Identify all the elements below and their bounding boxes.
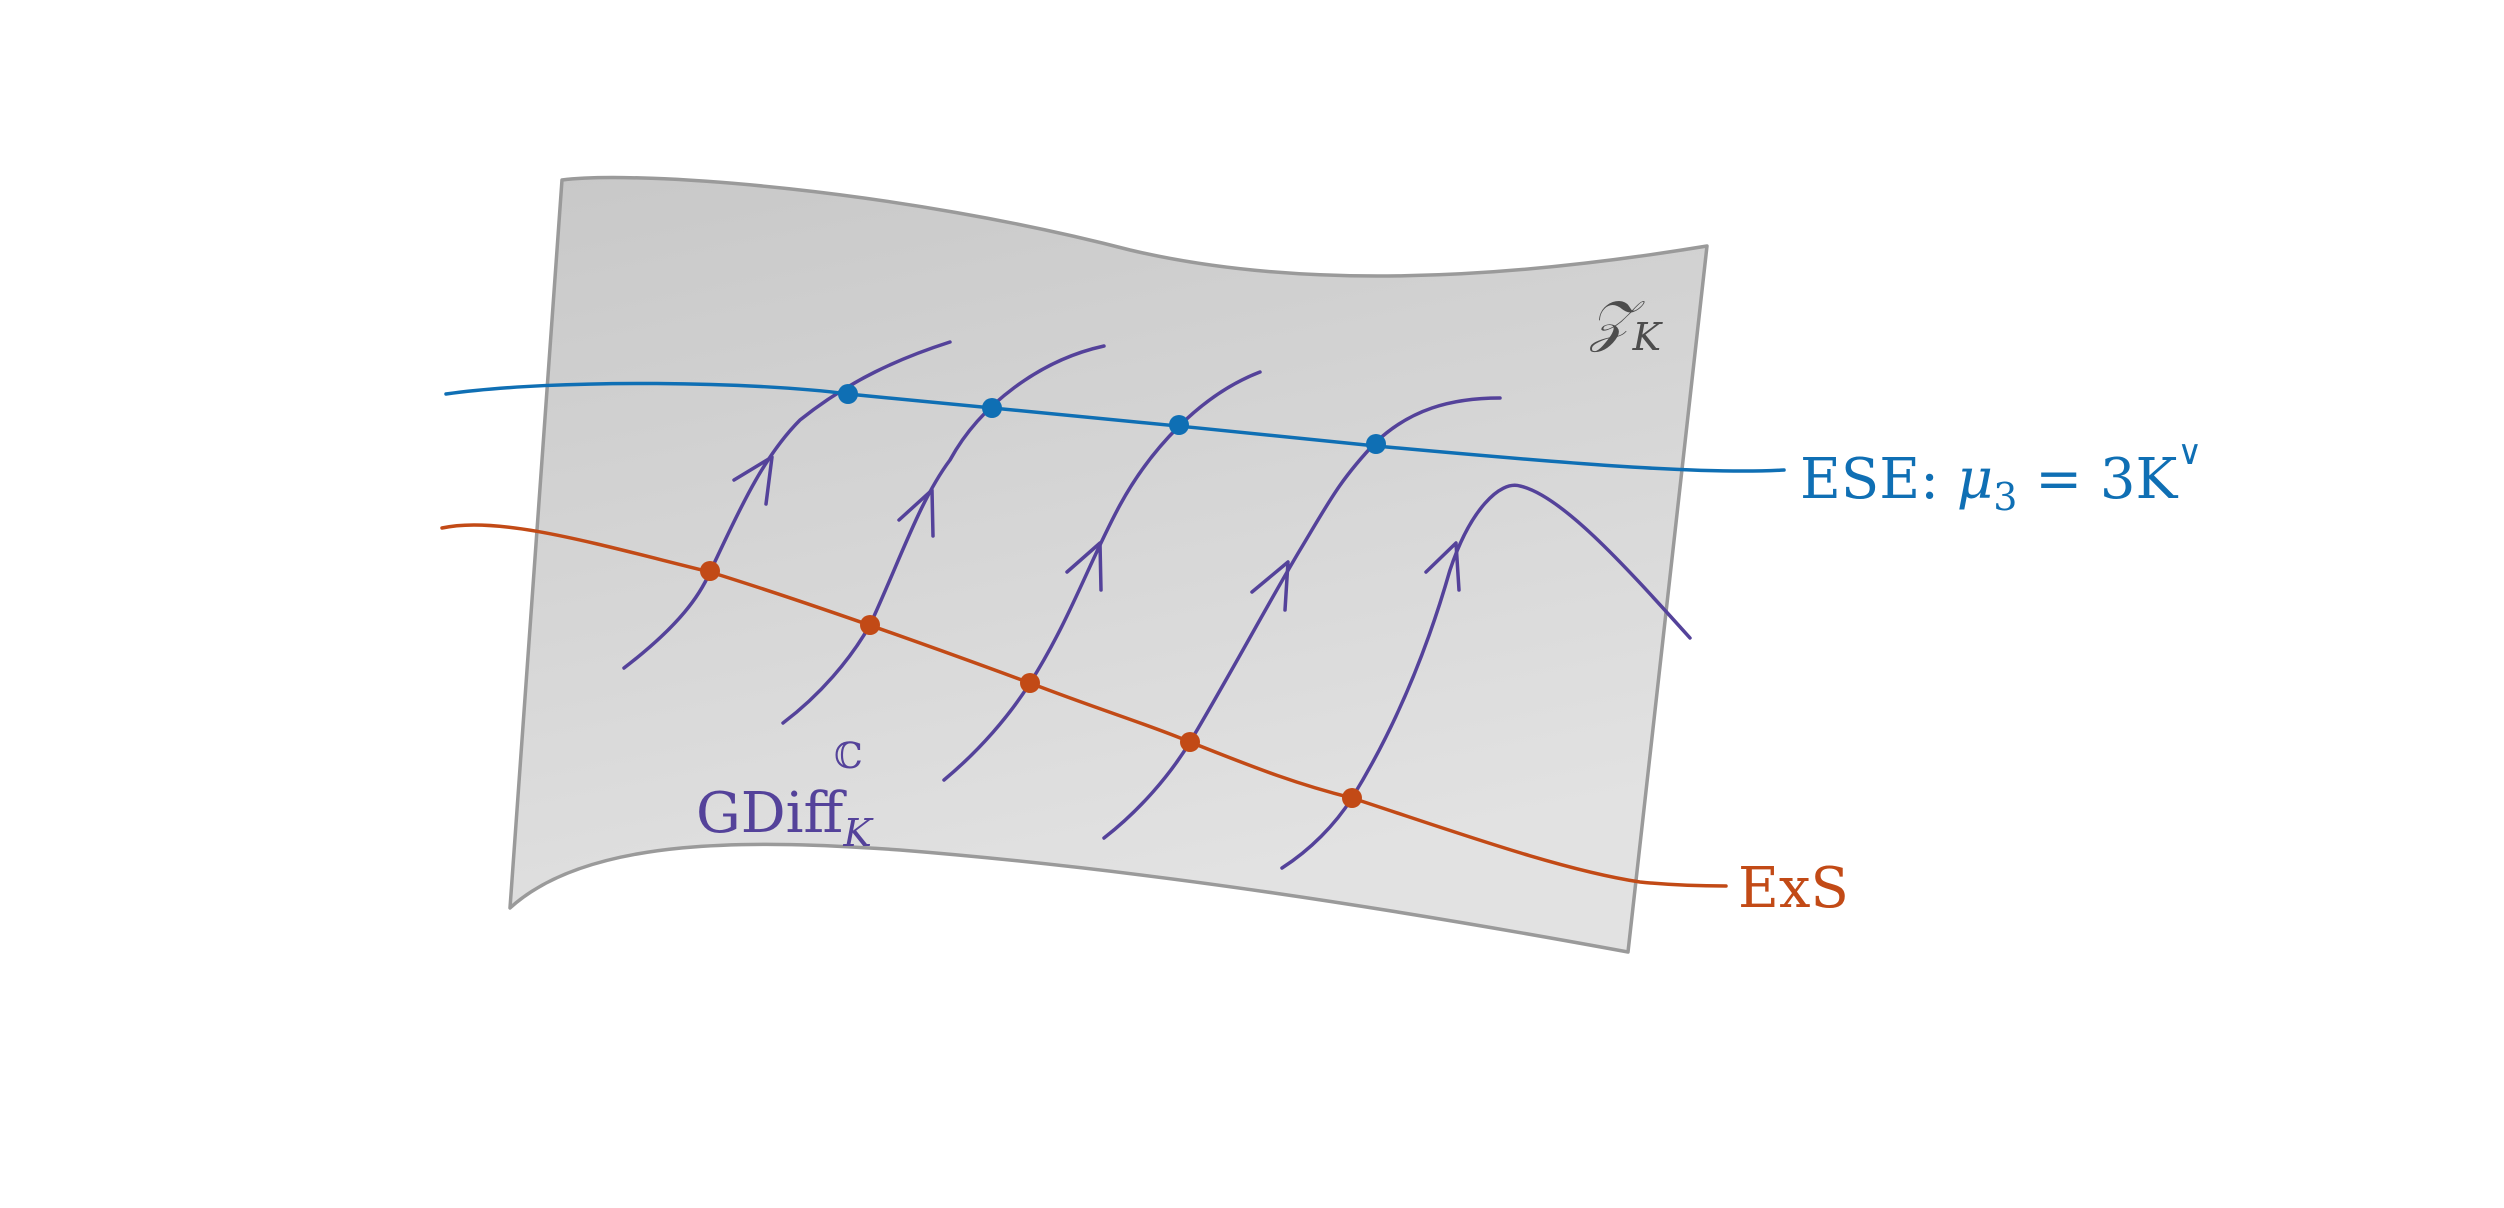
gdiff-label-sup: ℂ <box>834 736 863 777</box>
ese-label: ESE: μ3 = 3K∨ <box>1800 433 2202 519</box>
surface-zk <box>508 175 1709 954</box>
ese-curve <box>444 381 1786 473</box>
exs-curve <box>440 523 1728 888</box>
arrowhead-3 <box>1065 541 1103 592</box>
arrowhead-5 <box>1424 541 1461 592</box>
ese-point-2 <box>982 398 1002 418</box>
arrowhead-2 <box>897 488 935 538</box>
gdiff-label: GDiffK <box>696 781 874 855</box>
arrowhead-4 <box>1250 560 1290 612</box>
arrowhead-1 <box>732 455 774 506</box>
exs-point-1 <box>700 561 720 581</box>
ese-point-4 <box>1366 434 1386 454</box>
flow-arrowheads <box>732 455 1461 612</box>
flow-line-1 <box>622 340 952 670</box>
exs-point-3 <box>1020 673 1040 693</box>
exs-point-4 <box>1180 732 1200 752</box>
flow-line-5 <box>1280 483 1692 870</box>
exs-label: ExS <box>1738 856 1849 921</box>
exs-intersection-points <box>700 561 1362 808</box>
ese-point-1 <box>838 384 858 404</box>
exs-point-5 <box>1342 788 1362 808</box>
ese-intersection-points <box>838 384 1386 454</box>
surface-label: 𝒵K <box>1589 289 1664 359</box>
ese-point-3 <box>1169 415 1189 435</box>
flow-line-4 <box>1102 396 1502 840</box>
flow-line-2 <box>781 344 1106 725</box>
exs-point-2 <box>860 615 880 635</box>
